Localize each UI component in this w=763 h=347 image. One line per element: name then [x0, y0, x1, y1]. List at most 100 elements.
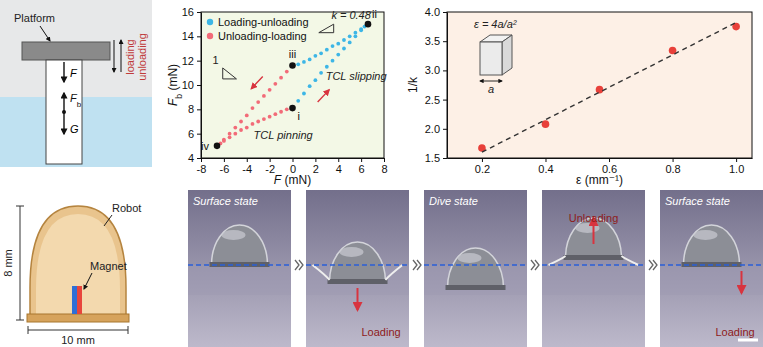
arrow	[114, 40, 115, 72]
x-tick: 6	[359, 158, 365, 175]
x-tick-label: 8	[381, 163, 387, 175]
robot-schematic: RobotMagnet8 mm10 mm	[2, 202, 141, 346]
y-axis-title: 1/k	[406, 76, 420, 93]
chart-0: -8-6-4-20246846810121416F (mN)Fb (mN)iii…	[166, 6, 388, 187]
plot-area	[478, 23, 740, 153]
plot-frame	[201, 12, 384, 158]
dome-rim	[446, 285, 506, 290]
y-tick: 3.5	[425, 35, 447, 47]
magnet-blue	[72, 286, 77, 314]
arrow	[480, 81, 491, 82]
arrow	[357, 288, 359, 310]
platform	[22, 42, 110, 60]
state-label: Dive state	[429, 195, 478, 207]
data-point	[251, 122, 255, 126]
x-tick-mark	[270, 158, 271, 162]
force-g-label: G	[70, 123, 79, 135]
annotation: a	[488, 83, 494, 95]
y-tick-label: 4.0	[425, 6, 440, 18]
y-tick-mark	[197, 36, 201, 37]
x-tick-label: -4	[242, 163, 252, 175]
x-tick-label: 0.4	[538, 163, 553, 175]
y-tick: 12	[182, 55, 201, 67]
data-point	[342, 38, 346, 42]
water-reflection	[542, 265, 645, 295]
data-point	[279, 110, 283, 114]
data-point	[233, 132, 237, 136]
y-tick-mark	[443, 158, 447, 159]
plot-background	[447, 12, 752, 158]
y-tick-mark	[197, 12, 201, 13]
chevron	[649, 260, 657, 270]
photo-frame	[424, 190, 527, 347]
x-tick-label: 0.2	[475, 163, 490, 175]
y-tick-label: 3.5	[425, 35, 440, 47]
plot-background	[201, 12, 384, 158]
slope-triangle	[223, 68, 237, 79]
data-point	[245, 114, 249, 118]
fit-line	[482, 23, 736, 153]
y-tick-mark	[443, 70, 447, 71]
chevron	[531, 260, 539, 270]
x-tick-mark	[201, 158, 202, 162]
photo-background	[306, 190, 409, 347]
data-point	[354, 31, 358, 35]
chevron	[295, 260, 303, 270]
y-axis: 1.52.02.53.03.54.0	[425, 6, 448, 164]
cuboid-icon	[480, 35, 512, 81]
y-tick-mark	[443, 100, 447, 101]
photo-background	[188, 190, 291, 347]
platform-label: Platform	[14, 12, 55, 24]
y-tick: 3.0	[425, 64, 447, 76]
x-tick-mark	[224, 158, 225, 162]
x-tick: 0.8	[665, 158, 680, 175]
data-point	[296, 99, 300, 103]
data-point	[256, 120, 260, 124]
photo-frame	[188, 190, 291, 347]
data-point	[325, 65, 329, 69]
data-point	[342, 47, 346, 51]
state-point	[214, 143, 221, 150]
dimension-tick	[128, 326, 129, 334]
y-tick: 6	[188, 128, 201, 140]
annotation: k = 0.48	[331, 9, 371, 21]
arrow	[251, 76, 262, 88]
arrow	[121, 40, 122, 72]
data-point	[233, 126, 237, 130]
y-tick-label: 8	[188, 103, 194, 115]
x-tick-mark	[247, 158, 248, 162]
data-point	[348, 41, 352, 45]
data-point	[331, 59, 335, 63]
robot-dome	[684, 225, 740, 265]
data-point	[251, 106, 255, 110]
x-tick: -8	[197, 158, 207, 175]
state-point	[289, 62, 296, 69]
state-point	[365, 21, 372, 28]
y-tick-mark	[197, 158, 201, 159]
photo-background	[542, 190, 645, 347]
dimension-line	[28, 330, 128, 331]
x-tick: 8	[381, 158, 387, 175]
legend-label: Loading-unloading	[218, 16, 309, 28]
robot-dome	[566, 218, 622, 258]
cuboid-front	[480, 42, 502, 75]
figure: PlatformFFbGloadingunloading-8-6-4-20246…	[0, 0, 763, 347]
label-suffix: (mN)	[166, 64, 180, 94]
action-label: Loading	[362, 326, 401, 338]
arrow	[318, 90, 329, 102]
data-point	[596, 86, 604, 94]
x-tick-label: 1.0	[729, 163, 744, 175]
x-tick-mark	[673, 158, 674, 162]
state-label: Surface state	[665, 195, 730, 207]
meniscus	[313, 265, 403, 280]
data-point	[262, 117, 266, 121]
state-label: i	[298, 110, 300, 122]
robot-shell	[30, 206, 126, 320]
arrow	[741, 271, 743, 293]
y-tick-mark	[197, 109, 201, 110]
data-point	[308, 58, 312, 62]
robot-dome	[448, 248, 504, 288]
water-line	[542, 264, 645, 266]
annotation: TCL slipping	[326, 70, 388, 82]
y-tick-label: 16	[182, 6, 194, 18]
